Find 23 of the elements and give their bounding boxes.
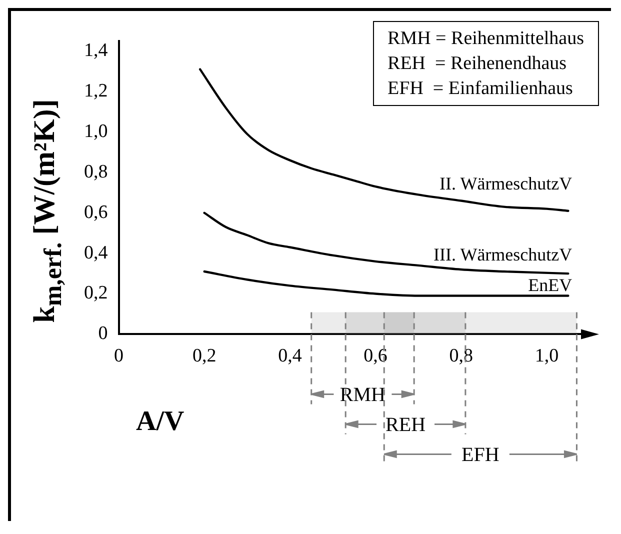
x-tick-label: 0: [114, 346, 124, 367]
y-tick-label: 1,2: [84, 80, 108, 102]
x-tick-label: 0,2: [192, 346, 216, 367]
x-tick-label: 0,6: [364, 346, 388, 367]
y-tick-label: 0,2: [84, 282, 108, 304]
legend-label: REH: [386, 414, 426, 436]
series-label: II. WärmeschutzV: [440, 174, 572, 194]
legend-label: RMH: [340, 384, 386, 406]
y-tick-label: 0,4: [84, 242, 108, 264]
annotation: EFH = Einfamilienhaus: [388, 77, 574, 101]
annotation: RMH = Reihenmittelhaus: [388, 27, 584, 51]
x-tick-label: 0,4: [278, 346, 302, 367]
x-axis-title: A/V: [136, 406, 184, 438]
y-tick-label: 1,4: [84, 40, 108, 62]
y-tick-label: 1,0: [84, 120, 108, 142]
y-tick-label: 0,6: [84, 202, 108, 223]
series-label: EnEV: [528, 274, 572, 295]
y-tick-label: 0: [98, 323, 108, 344]
series-label: III. WärmeschutzV: [434, 244, 572, 264]
annotation: REH = Reihenendhaus: [388, 52, 568, 76]
x-tick-label: 1,0: [534, 346, 559, 367]
y-tick-label: 0,8: [84, 161, 108, 182]
legend-label: EFH: [462, 444, 500, 466]
